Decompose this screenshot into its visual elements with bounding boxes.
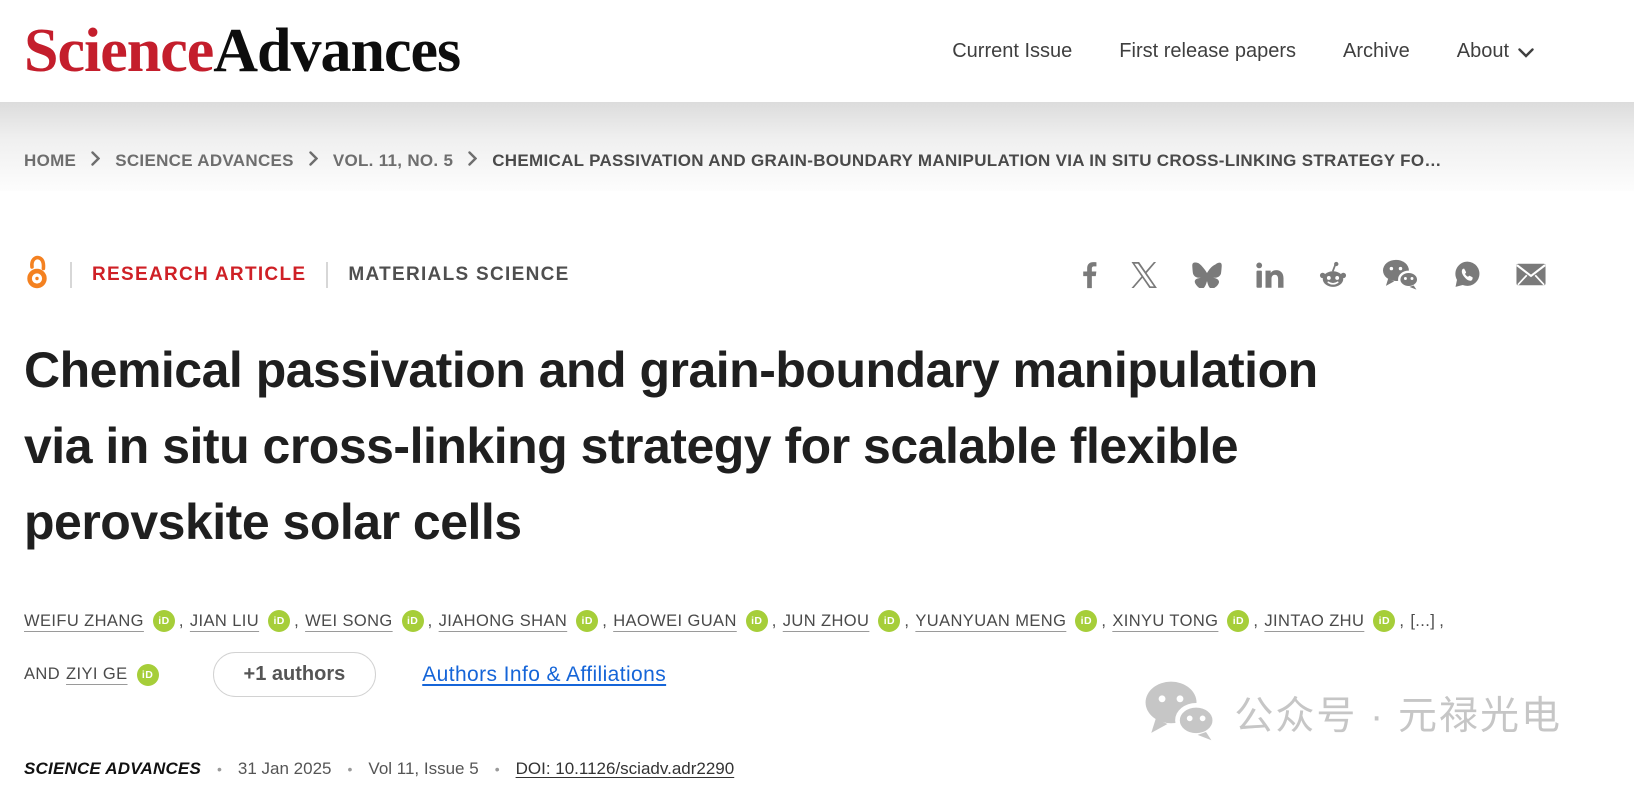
dot-separator: • — [347, 761, 353, 777]
breadcrumb: HOME SCIENCE ADVANCES VOL. 11, NO. 5 CHE… — [24, 150, 1442, 171]
author-entry: JINTAO ZHU iD — [1264, 610, 1404, 632]
logo-science-text: Science — [24, 17, 214, 85]
breadcrumb-volume-issue[interactable]: VOL. 11, NO. 5 — [332, 150, 454, 170]
divider — [326, 261, 329, 288]
authors-line-2: AND ZIYI GE iD +1 authors Authors Info &… — [24, 652, 1546, 697]
author-link[interactable]: HAOWEI GUAN — [613, 611, 737, 630]
orcid-icon[interactable]: iD — [136, 663, 159, 686]
author-entry: WEIFU ZHANG iD — [24, 610, 184, 632]
author-link[interactable]: XINYU TONG — [1112, 611, 1219, 630]
chevron-right-icon — [91, 151, 101, 171]
divider — [70, 261, 72, 288]
nav-current-issue[interactable]: Current Issue — [952, 39, 1073, 62]
orcid-icon[interactable]: iD — [1227, 610, 1250, 632]
kicker-left: RESEARCH ARTICLE MATERIALS SCIENCE — [24, 255, 570, 294]
orcid-icon[interactable]: iD — [1075, 610, 1098, 632]
author-link[interactable]: JUN ZHOU — [782, 611, 870, 630]
email-share-icon[interactable] — [1516, 263, 1546, 286]
chevron-right-icon — [468, 151, 478, 171]
wechat-watermark-icon — [1144, 680, 1218, 746]
watermark: 公众号 · 元禄光电 — [1144, 680, 1562, 746]
author-entry: JIAN LIU iD — [190, 610, 299, 632]
chevron-right-icon — [309, 151, 319, 171]
volume-issue: Vol 11, Issue 5 — [368, 759, 479, 778]
author-entry: ZIYI GE iD — [66, 663, 162, 686]
authors-line-1: WEIFU ZHANG iD JIAN LIU iD WEI SONG iD J… — [24, 610, 1546, 632]
watermark-text: 公众号 · 元禄光电 — [1234, 695, 1562, 738]
breadcrumb-home[interactable]: HOME — [24, 150, 77, 170]
authors-info-link[interactable]: Authors Info & Affiliations — [422, 662, 667, 686]
orcid-icon[interactable]: iD — [152, 610, 175, 632]
breadcrumb-current-article: CHEMICAL PASSIVATION AND GRAIN-BOUNDARY … — [492, 150, 1442, 170]
article-title: Chemical passivation and grain-boundary … — [24, 342, 1318, 550]
x-share-icon[interactable] — [1131, 261, 1158, 288]
facebook-share-icon[interactable] — [1082, 261, 1097, 289]
publish-date: 31 Jan 2025 — [237, 759, 332, 778]
site-header: ScienceAdvances Current Issue First rele… — [0, 0, 1634, 102]
orcid-icon[interactable]: iD — [401, 610, 424, 632]
whatsapp-share-icon[interactable] — [1453, 260, 1482, 289]
author-entry: HAOWEI GUAN iD — [613, 610, 777, 632]
orcid-icon[interactable]: iD — [1373, 610, 1396, 632]
author-entry: JIAHONG SHAN iD — [439, 610, 608, 632]
author-entry: JUN ZHOU iD — [783, 610, 910, 632]
nav-about[interactable]: About — [1457, 38, 1534, 64]
author-entry: YUANYUAN MENG iD — [915, 610, 1106, 632]
orcid-icon[interactable]: iD — [745, 610, 768, 632]
nav-first-release-papers[interactable]: First release papers — [1119, 39, 1297, 62]
and-label: AND — [24, 665, 61, 683]
logo-advances-text: Advances — [213, 17, 461, 85]
article-subject-label: MATERIALS SCIENCE — [348, 263, 570, 285]
open-access-icon — [24, 255, 50, 294]
orcid-icon[interactable]: iD — [878, 610, 901, 632]
share-row — [1082, 259, 1546, 290]
science-advances-logo[interactable]: ScienceAdvances — [24, 17, 461, 85]
doi-link[interactable]: DOI: 10.1126/sciadv.adr2290 — [515, 759, 735, 778]
linkedin-share-icon[interactable] — [1256, 262, 1284, 288]
nav-archive[interactable]: Archive — [1343, 39, 1410, 62]
kicker-row: RESEARCH ARTICLE MATERIALS SCIENCE — [24, 255, 1546, 294]
orcid-icon[interactable]: iD — [576, 610, 599, 632]
authors-truncated: [...] — [1410, 612, 1444, 631]
author-link[interactable]: WEIFU ZHANG — [24, 611, 144, 630]
chevron-down-icon — [1518, 41, 1534, 64]
article-meta-row: SCIENCE ADVANCES • 31 Jan 2025 • Vol 11,… — [24, 759, 1546, 779]
author-entry: XINYU TONG iD — [1112, 610, 1258, 632]
article-type-label[interactable]: RESEARCH ARTICLE — [92, 263, 307, 285]
bluesky-share-icon[interactable] — [1192, 261, 1222, 288]
author-link[interactable]: YUANYUAN MENG — [915, 611, 1067, 630]
author-link[interactable]: WEI SONG — [305, 611, 393, 630]
author-link[interactable]: ZIYI GE — [66, 665, 128, 683]
breadcrumb-band: HOME SCIENCE ADVANCES VOL. 11, NO. 5 CHE… — [0, 102, 1634, 191]
breadcrumb-science-advances[interactable]: SCIENCE ADVANCES — [115, 150, 294, 170]
author-link[interactable]: JIAHONG SHAN — [438, 611, 568, 630]
more-authors-button[interactable]: +1 authors — [212, 652, 377, 697]
orcid-icon[interactable]: iD — [268, 610, 291, 632]
author-link[interactable]: JINTAO ZHU — [1264, 611, 1365, 630]
article-head: RESEARCH ARTICLE MATERIALS SCIENCE — [0, 255, 1634, 779]
journal-name: SCIENCE ADVANCES — [24, 759, 202, 778]
author-entry: WEI SONG iD — [305, 610, 433, 632]
reddit-share-icon[interactable] — [1318, 260, 1348, 289]
author-link[interactable]: JIAN LIU — [189, 611, 260, 630]
wechat-share-icon[interactable] — [1382, 259, 1419, 290]
main-nav: Current Issue First release papers Archi… — [952, 38, 1534, 64]
dot-separator: • — [494, 761, 500, 777]
dot-separator: • — [217, 761, 222, 777]
authors-block: WEIFU ZHANG iD JIAN LIU iD WEI SONG iD J… — [24, 610, 1546, 697]
